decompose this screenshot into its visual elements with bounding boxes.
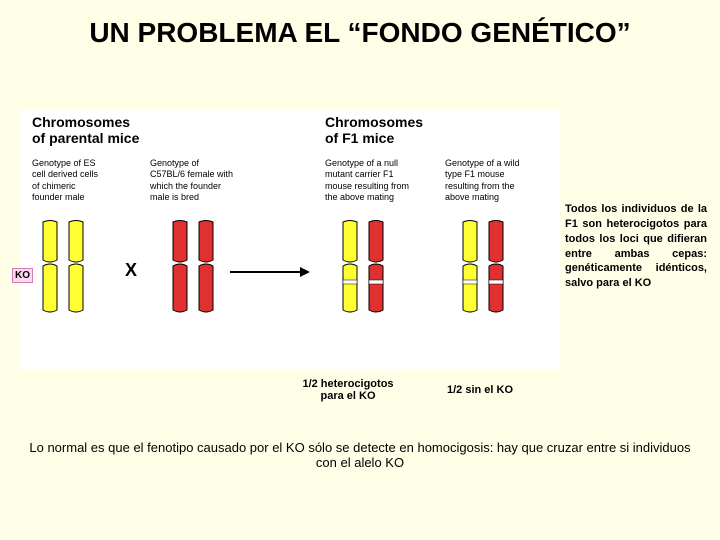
chromosome-yellow <box>340 220 360 315</box>
side-explanation: Todos los individuos de la F1 son hetero… <box>565 202 707 291</box>
caption-sin: 1/2 sin el KO <box>430 384 530 396</box>
header-f1: Chromosomes of F1 mice <box>325 114 423 146</box>
chromosome-yellow <box>460 220 480 315</box>
chrom-pair-es <box>40 220 86 320</box>
chromosome-red <box>366 220 386 315</box>
ko-badge: KO <box>12 268 33 283</box>
page-title: UN PROBLEMA EL “FONDO GENÉTICO” <box>0 0 720 58</box>
chromosome-red <box>170 220 190 315</box>
chromosome-yellow <box>66 220 86 315</box>
arrow-icon <box>230 265 310 284</box>
label-c57: Genotype of C57BL/6 female with which th… <box>150 158 255 203</box>
label-es: Genotype of ES cell derived cells of chi… <box>32 158 112 203</box>
chrom-pair-f1-null <box>340 220 386 320</box>
header-parental: Chromosomes of parental mice <box>32 114 139 146</box>
chromosome-yellow <box>40 220 60 315</box>
chrom-pair-c57 <box>170 220 216 320</box>
chromosome-diagram: Chromosomes of parental mice Chromosomes… <box>20 110 560 370</box>
cross-symbol: X <box>125 260 137 281</box>
chromosome-red <box>196 220 216 315</box>
footer-text: Lo normal es que el fenotipo causado por… <box>20 440 700 470</box>
chrom-pair-f1-wild <box>460 220 506 320</box>
label-f1-wild: Genotype of a wild type F1 mouse resulti… <box>445 158 545 203</box>
chromosome-red <box>486 220 506 315</box>
caption-hetero: 1/2 heterocigotos para el KO <box>288 378 408 402</box>
label-f1-null: Genotype of a null mutant carrier F1 mou… <box>325 158 425 203</box>
